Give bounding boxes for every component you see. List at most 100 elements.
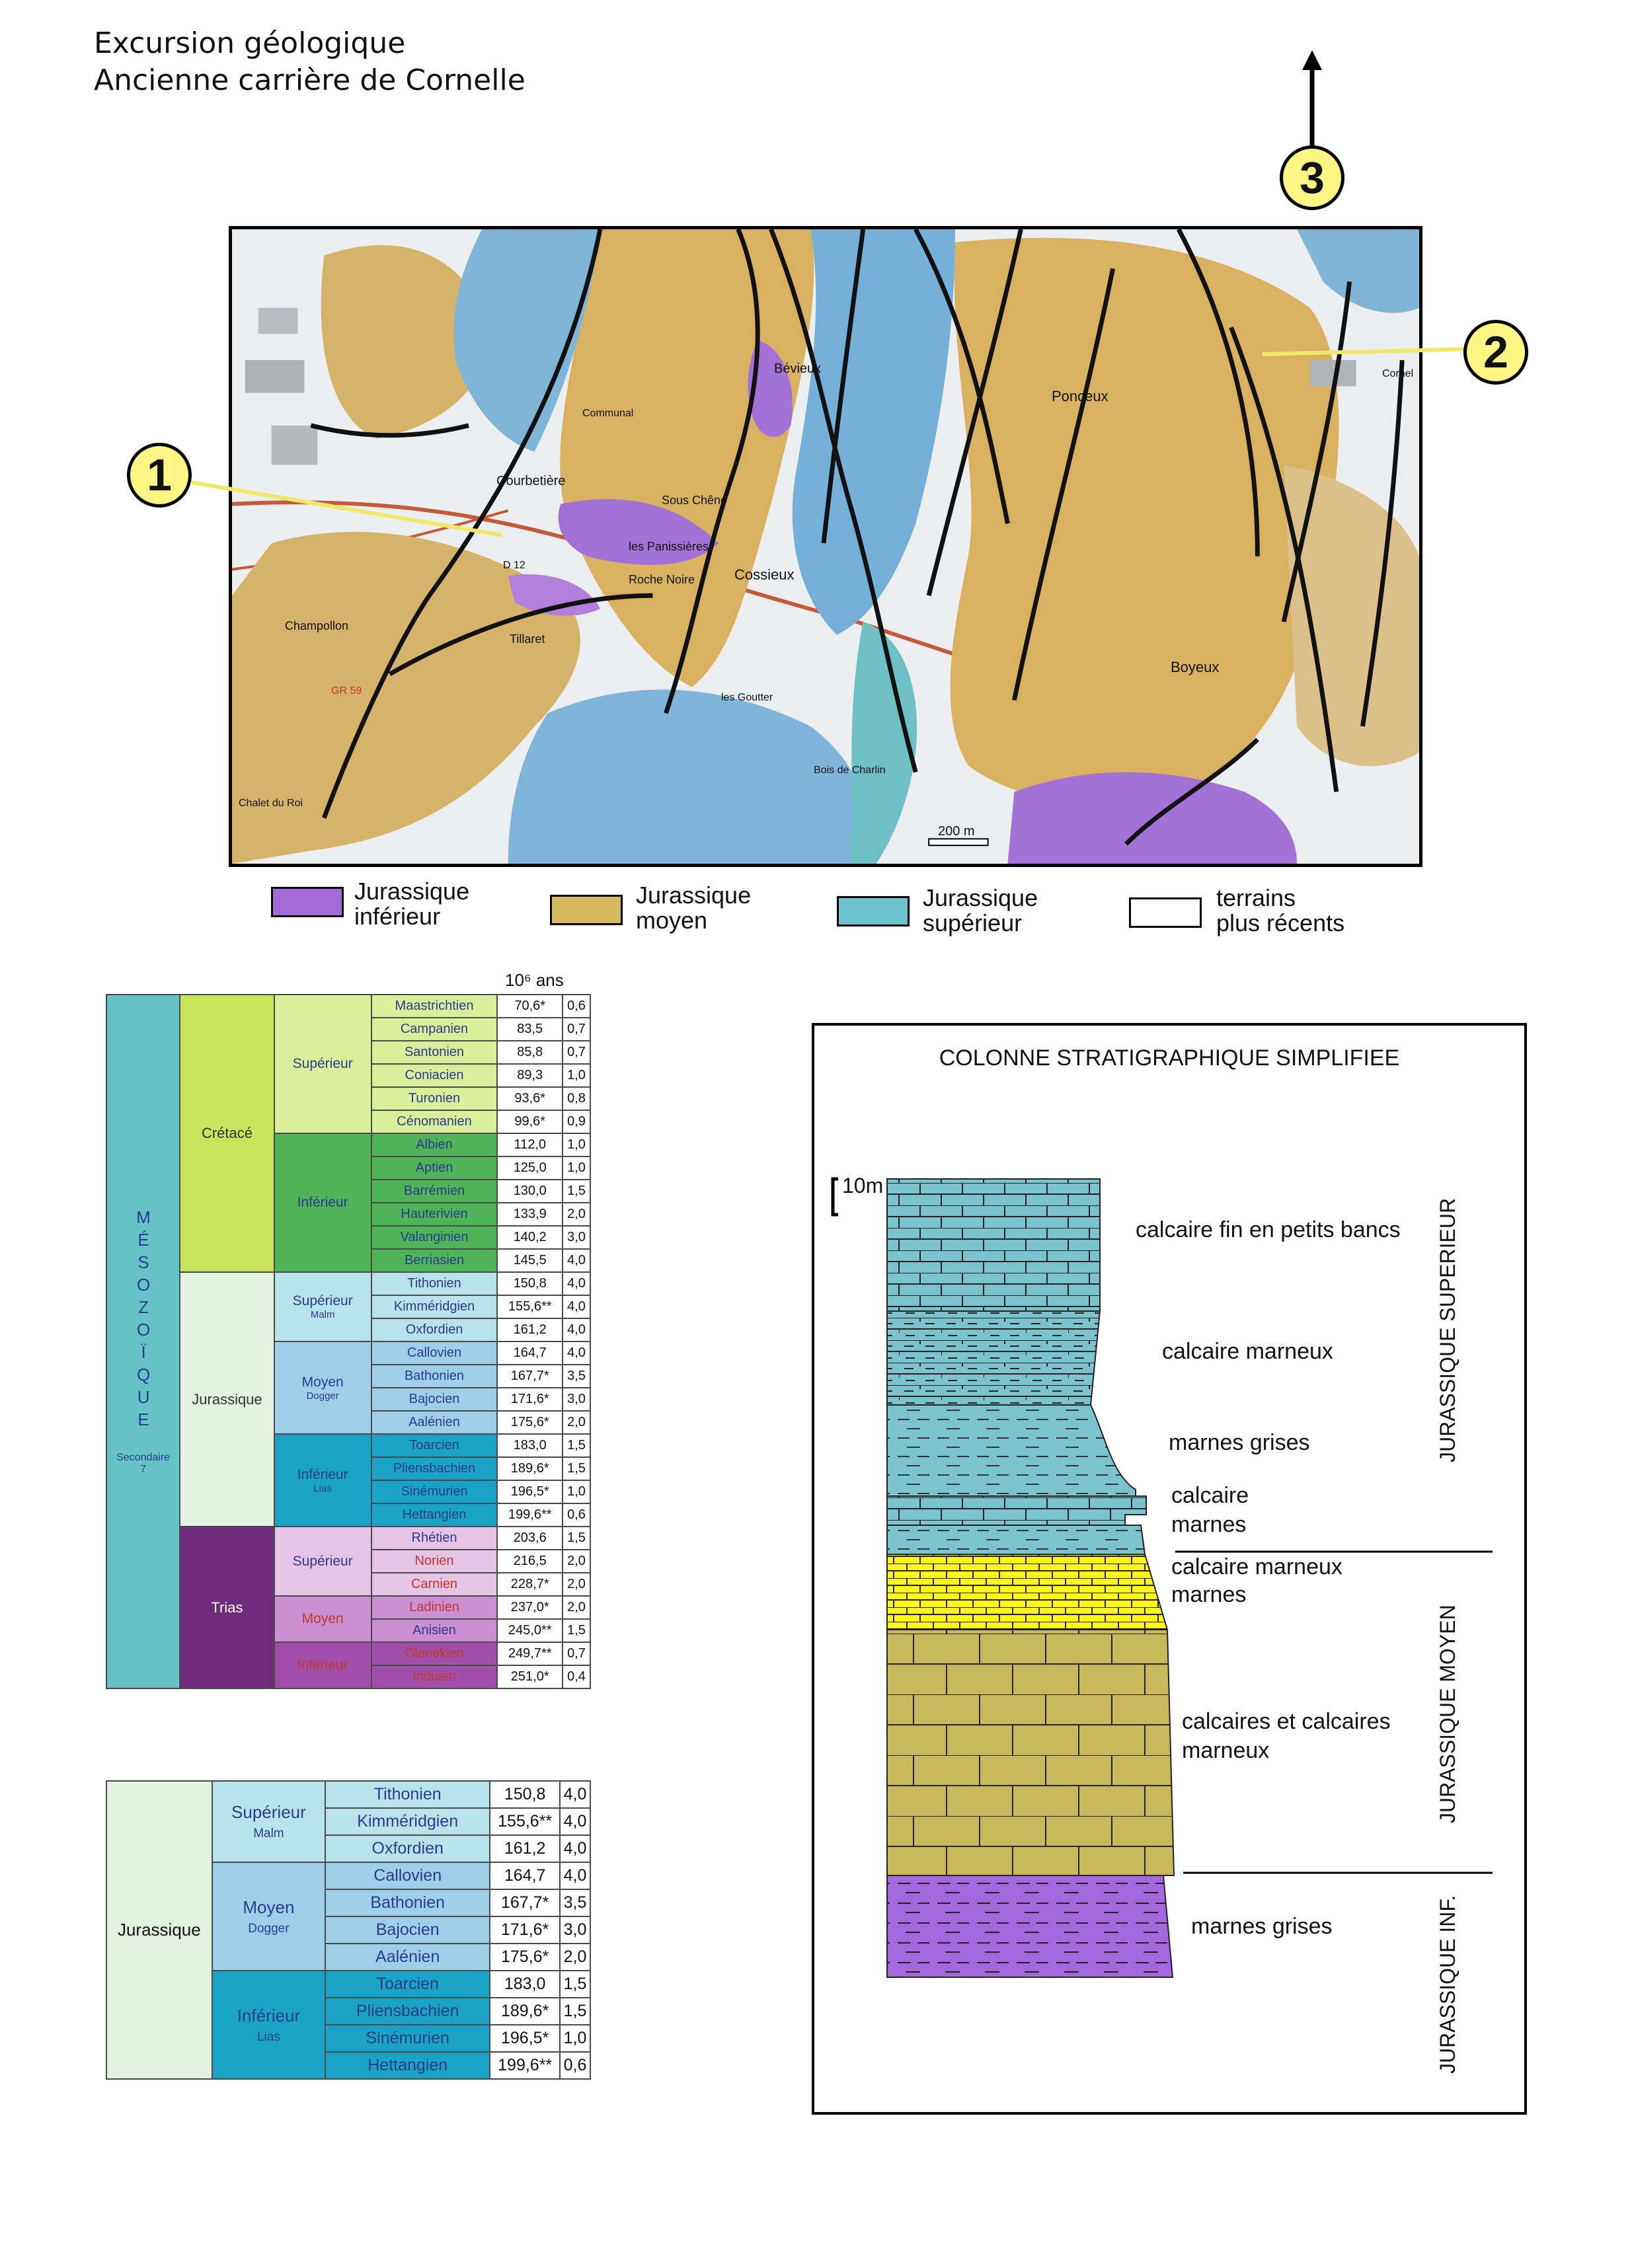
strat-label: calcaire marneux <box>1171 1554 1342 1579</box>
table-row: Inférieur Albien 112,0 1,0 <box>106 1133 591 1273</box>
stage-cell: Tithonien <box>370 1271 498 1296</box>
series-cell: Inférieur <box>273 1133 372 1273</box>
error-cell: 1,5 <box>559 1970 591 1998</box>
stage-cell: Bathonien <box>325 1889 491 1917</box>
age-cell: 150,8 <box>489 1780 561 1809</box>
table-row: Carnien 228,7* 2,0 <box>106 1572 591 1597</box>
table-row: Sinémurien 196,5* 1,0 <box>106 2024 591 2053</box>
table-row: Pliensbachien 189,6* 1,5 <box>106 1456 591 1481</box>
age-cell: 99,6* <box>496 1110 564 1134</box>
stage-cell: Cénomanien <box>370 1110 498 1134</box>
strat-label: marnes <box>1171 1512 1247 1537</box>
strat-label: calcaire <box>1171 1483 1249 1508</box>
series-cell: Moyen Dogger <box>211 1862 327 1971</box>
age-cell: 183,0 <box>489 1970 561 1998</box>
era-cell: MÉSOZOÏQUE Secondaire 7 <box>105 994 181 1689</box>
legend-label: Jurassique moyen <box>636 882 752 934</box>
stage-cell: Norien <box>370 1549 498 1573</box>
table-row: Berriasien 145,5 4,0 <box>106 1248 591 1273</box>
map-label: GR 59 <box>331 685 362 697</box>
series-cell: Inférieur <box>273 1642 372 1689</box>
table-row: Oxfordien 161,2 4,0 <box>106 1834 591 1863</box>
age-cell: 70,6* <box>496 994 564 1018</box>
page-title: Excursion géologique <box>94 26 406 60</box>
table-row: Jurassique Supérieur Malm Tithonien 150,8 4,0 <box>106 1780 591 2080</box>
map-label: Tillaret <box>510 632 545 646</box>
legend-label: terrains plus récents <box>1216 884 1345 936</box>
age-cell: 196,5* <box>489 2024 561 2053</box>
strat-label: marnes grises <box>1191 1914 1333 1939</box>
map-label: Communal <box>582 408 634 419</box>
system-cell: Jurassique <box>179 1271 275 1527</box>
table-row: Hauterivien 133,9 2,0 <box>106 1202 591 1227</box>
stage-cell: Hettangien <box>370 1503 498 1527</box>
stage-cell: Maastrichtien <box>370 994 498 1018</box>
table-row: Bathonien 167,7* 3,5 <box>106 1364 591 1388</box>
callout-2-leader <box>1263 347 1474 356</box>
error-cell: 1,0 <box>562 1063 591 1088</box>
series-cell: Supérieur <box>273 1526 372 1597</box>
table-row: Bajocien 171,6* 3,0 <box>106 1387 591 1412</box>
table-row: Oxfordien 161,2 4,0 <box>106 1318 591 1342</box>
stage-cell: Albien <box>370 1133 498 1157</box>
stage-cell: Toarcien <box>325 1970 491 1998</box>
stage-cell: Sinémurien <box>325 2024 491 2053</box>
error-cell: 1,5 <box>562 1179 591 1203</box>
table-row: Aptien 125,0 1,0 <box>106 1156 591 1180</box>
map-label: Roche Noire <box>629 573 695 586</box>
stage-cell: Berriasien <box>370 1248 498 1273</box>
age-cell: 203,6 <box>496 1526 564 1550</box>
error-cell: 0,7 <box>562 1040 591 1065</box>
age-cell: 89,3 <box>496 1063 564 1088</box>
error-cell: 1,0 <box>562 1480 591 1504</box>
strat-column-drawing <box>831 1177 1493 1978</box>
map-label: Ponceux <box>1052 388 1109 404</box>
age-cell: 249,7** <box>496 1642 564 1666</box>
stage-cell: Sinémurien <box>370 1480 498 1504</box>
error-cell: 1,5 <box>562 1456 591 1481</box>
age-cell: 130,0 <box>496 1179 564 1203</box>
table-row: Bathonien 167,7* 3,5 <box>106 1889 591 1917</box>
stage-cell: Santonien <box>370 1040 498 1065</box>
stage-cell: Induien <box>370 1665 498 1689</box>
stage-cell: Rhétien <box>370 1526 498 1550</box>
series-cell: Inférieur Lias <box>273 1433 372 1527</box>
age-cell: 145,5 <box>496 1248 564 1273</box>
age-cell: 175,6* <box>496 1410 564 1435</box>
table-row: Trias Supérieur Rhétien 203,6 1,5 <box>106 1526 591 1689</box>
age-cell: 125,0 <box>496 1156 564 1180</box>
stage-cell: Callovien <box>325 1862 491 1890</box>
table-row: Turonien 93,6* 0,8 <box>106 1086 591 1111</box>
table-row: Induien 251,0* 0,4 <box>106 1665 591 1689</box>
stage-cell: Toarcien <box>370 1433 498 1458</box>
legend-swatch-terrains-recents <box>1129 897 1202 928</box>
age-cell: 175,6* <box>489 1943 561 1971</box>
callout-2: 2 <box>1463 320 1528 385</box>
mesozoic-table: MÉSOZOÏQUE Secondaire 7 Crétacé Supérieur Maa… <box>105 994 591 1689</box>
table-row: Campanien 83,5 0,7 <box>106 1017 591 1041</box>
error-cell: 2,0 <box>562 1572 591 1597</box>
table-row: Hettangien 199,6** 0,6 <box>106 2051 591 2080</box>
error-cell: 2,0 <box>562 1410 591 1435</box>
table1-unit-label: 10⁶ ans <box>505 970 564 990</box>
table-row: MÉSOZOÏQUE Secondaire 7 Crétacé Supérieur Maa… <box>105 994 591 1689</box>
age-cell: 189,6* <box>496 1456 564 1481</box>
strat-side-label: JURASSIQUE INF. <box>1436 1895 1459 2074</box>
table-row: Norien 216,5 2,0 <box>106 1549 591 1573</box>
table-row: Moyen Dogger Callovien 164,7 4,0 <box>106 1862 591 1971</box>
stage-cell: Pliensbachien <box>370 1456 498 1481</box>
strat-title: COLONNE STRATIGRAPHIQUE SIMPLIFIEE <box>939 1045 1400 1071</box>
age-cell: 199,6** <box>496 1503 564 1527</box>
table-row: Hettangien 199,6** 0,6 <box>106 1503 591 1527</box>
age-cell: 196,5* <box>496 1480 564 1504</box>
stage-cell: Tithonien <box>325 1780 491 1809</box>
table-row: Kimméridgien 155,6** 4,0 <box>106 1295 591 1319</box>
strat-side-label: JURASSIQUE SUPERIEUR <box>1436 1197 1459 1463</box>
legend-label: Jurassique supérieur <box>923 884 1038 936</box>
stratigraphic-column-panel: COLONNE STRATIGRAPHIQUE SIMPLIFIEE <box>812 1023 1527 2115</box>
age-cell: 140,2 <box>496 1225 564 1250</box>
table-row: Sinémurien 196,5* 1,0 <box>106 1480 591 1504</box>
geologic-map: Courbetière Cossieux Roche Noire Champol… <box>229 226 1422 867</box>
strat-scale-label: 10m <box>842 1174 884 1197</box>
stage-cell: Aalénien <box>325 1943 491 1971</box>
